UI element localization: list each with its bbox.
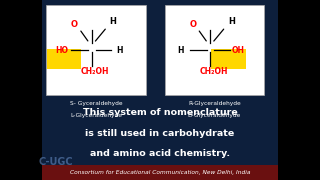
Bar (165, 5, 264, 95)
Text: L-Glyceraldehyde: L-Glyceraldehyde (70, 113, 122, 118)
Text: CH₂OH: CH₂OH (81, 67, 109, 76)
Text: and amino acid chemistry.: and amino acid chemistry. (90, 149, 230, 158)
Text: S- Gyceraldehyde: S- Gyceraldehyde (70, 101, 122, 106)
Text: O: O (71, 20, 78, 29)
Text: HO: HO (55, 46, 68, 55)
Text: This system of nomenclature: This system of nomenclature (83, 108, 237, 117)
Text: H: H (228, 17, 235, 26)
Bar (278, 0, 320, 180)
Text: R-Glyceraldehyde: R-Glyceraldehyde (188, 101, 241, 106)
Text: OH: OH (231, 46, 244, 55)
Text: C-UGC: C-UGC (39, 157, 73, 167)
Bar (47, 49, 81, 69)
Bar (211, 49, 246, 69)
Text: D-Glyceraldehyde: D-Glyceraldehyde (188, 113, 241, 118)
Text: H: H (109, 17, 116, 26)
Text: is still used in carbohydrate: is still used in carbohydrate (85, 129, 235, 138)
Text: O: O (189, 20, 196, 29)
Text: H: H (116, 46, 123, 55)
Text: H: H (177, 46, 183, 55)
Bar (0, 0, 42, 180)
Text: CH₂OH: CH₂OH (199, 67, 228, 76)
Bar (46, 5, 146, 95)
Text: Consortium for Educational Communication, New Delhi, India: Consortium for Educational Communication… (70, 170, 250, 175)
Bar (42, 165, 278, 180)
